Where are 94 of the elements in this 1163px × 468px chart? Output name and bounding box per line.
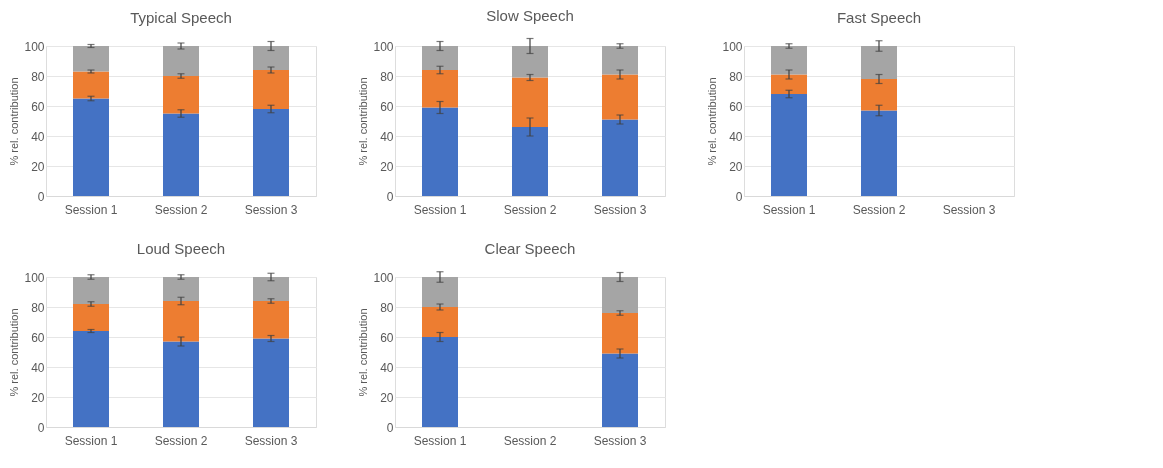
y-axis-title: % rel. contribution [357, 77, 370, 166]
bar [163, 341, 199, 427]
y-tick-label: 100 [373, 270, 394, 285]
bar [422, 337, 458, 427]
bar [253, 109, 289, 196]
y-axis-title: % rel. contribution [706, 77, 719, 166]
y-tick-label: 60 [380, 330, 394, 345]
y-tick-label: 0 [386, 189, 394, 204]
x-tick-label: Session 3 [942, 202, 996, 217]
y-tick-label: 0 [386, 420, 394, 435]
bar [73, 46, 109, 72]
bar [163, 301, 199, 342]
bar [602, 119, 638, 196]
bar [422, 277, 458, 307]
x-tick-label: Session 1 [413, 433, 467, 448]
x-tick-label: Session 1 [413, 202, 467, 217]
bar [73, 304, 109, 331]
chart-title: Clear Speech [484, 240, 576, 257]
bar [512, 46, 548, 78]
bar [771, 94, 807, 196]
y-tick-label: 40 [380, 360, 394, 375]
bar [422, 107, 458, 196]
y-tick-label: 100 [722, 39, 743, 54]
y-tick-label: 20 [380, 159, 394, 174]
y-tick-label: 40 [729, 129, 743, 144]
bar [163, 113, 199, 196]
bar [253, 301, 289, 339]
y-tick-label: 0 [37, 189, 45, 204]
bar [512, 127, 548, 196]
x-tick-label: Session 2 [503, 202, 557, 217]
bar [73, 277, 109, 304]
bar [771, 74, 807, 94]
y-tick-label: 20 [729, 159, 743, 174]
y-axis-title: % rel. contribution [8, 308, 21, 397]
bar [163, 277, 199, 301]
x-tick-label: Session 3 [244, 433, 298, 448]
y-tick-label: 20 [380, 390, 394, 405]
bar [861, 46, 897, 79]
y-tick-label: 60 [31, 99, 45, 114]
y-tick-label: 0 [37, 420, 45, 435]
x-tick-label: Session 3 [244, 202, 298, 217]
y-tick-label: 0 [735, 189, 743, 204]
bar [861, 110, 897, 196]
x-tick-label: Session 3 [593, 202, 647, 217]
x-tick-label: Session 2 [154, 433, 208, 448]
y-tick-label: 20 [31, 390, 45, 405]
y-tick-label: 40 [31, 360, 45, 375]
bar [73, 331, 109, 427]
x-tick-label: Session 2 [154, 202, 208, 217]
bar [253, 277, 289, 301]
x-tick-label: Session 1 [64, 433, 118, 448]
chart-title: Slow Speech [486, 6, 574, 24]
y-tick-label: 80 [31, 300, 45, 315]
bar [422, 307, 458, 337]
bar [253, 46, 289, 70]
bar [163, 76, 199, 114]
bar [253, 70, 289, 109]
x-tick-label: Session 1 [64, 202, 118, 217]
y-tick-label: 100 [373, 39, 394, 54]
bar [602, 277, 638, 313]
y-axis-title: % rel. contribution [357, 308, 370, 397]
bar [602, 46, 638, 75]
y-tick-label: 20 [31, 159, 45, 174]
bar [861, 79, 897, 111]
x-tick-label: Session 1 [762, 202, 816, 217]
bar [602, 74, 638, 120]
y-tick-label: 100 [24, 270, 45, 285]
chart-title: Typical Speech [130, 9, 232, 26]
y-tick-label: 60 [31, 330, 45, 345]
bar [602, 313, 638, 354]
bar [73, 98, 109, 196]
y-axis-title: % rel. contribution [8, 77, 21, 166]
bar [771, 46, 807, 75]
chart-title: Fast Speech [836, 9, 922, 26]
y-tick-label: 100 [24, 39, 45, 54]
y-tick-label: 60 [380, 99, 394, 114]
y-tick-label: 80 [380, 300, 394, 315]
chart-title: Loud Speech [136, 240, 226, 257]
x-tick-label: Session 3 [593, 433, 647, 448]
bar [422, 70, 458, 108]
x-tick-label: Session 2 [503, 433, 557, 448]
y-tick-label: 80 [31, 69, 45, 84]
y-tick-label: 80 [380, 69, 394, 84]
y-tick-label: 60 [729, 99, 743, 114]
y-tick-label: 40 [31, 129, 45, 144]
bar [253, 338, 289, 427]
bar [73, 71, 109, 99]
bar [602, 353, 638, 427]
bar [512, 77, 548, 127]
bar [163, 46, 199, 76]
y-tick-label: 80 [729, 69, 743, 84]
bar [422, 46, 458, 70]
x-tick-label: Session 2 [852, 202, 906, 217]
y-tick-label: 40 [380, 129, 394, 144]
